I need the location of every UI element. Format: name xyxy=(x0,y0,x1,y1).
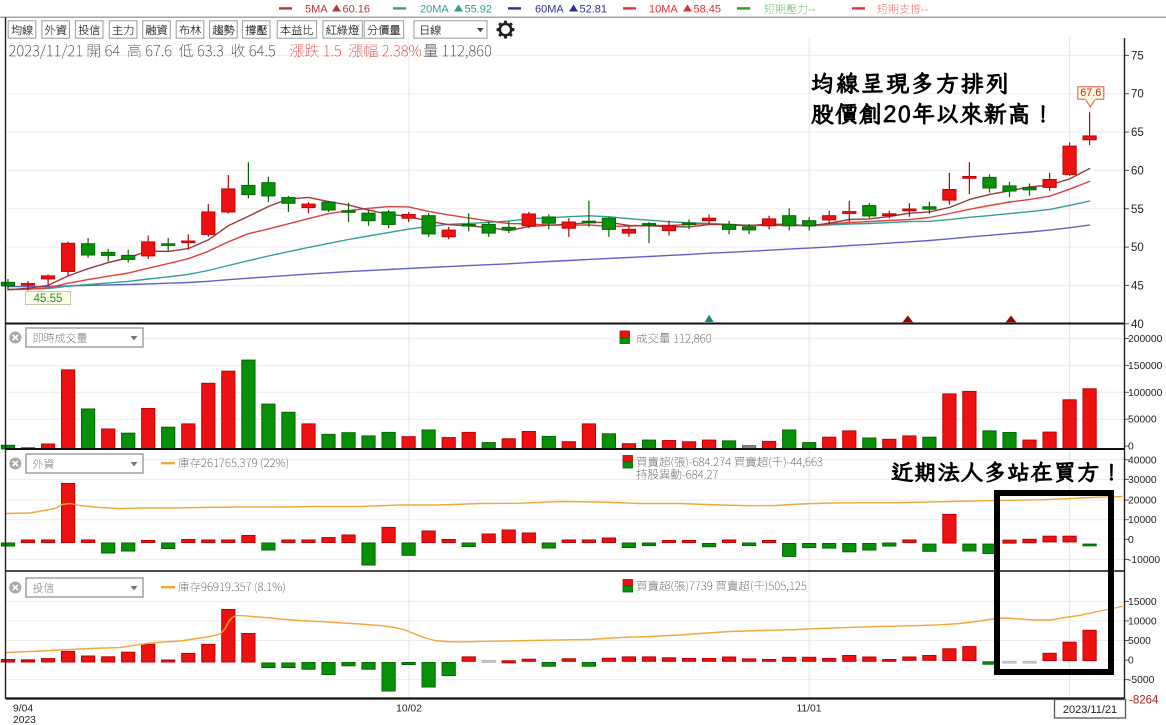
svg-text:60.16: 60.16 xyxy=(343,4,371,16)
svg-text:40000: 40000 xyxy=(1128,455,1157,466)
svg-text:10MA: 10MA xyxy=(649,4,678,16)
svg-text:0: 0 xyxy=(1128,535,1134,546)
svg-text:10000: 10000 xyxy=(1128,515,1157,526)
svg-text:52.81: 52.81 xyxy=(580,4,608,16)
svg-text:75: 75 xyxy=(1131,50,1144,62)
svg-text:11/01: 11/01 xyxy=(796,704,821,715)
svg-text:58.45: 58.45 xyxy=(694,4,722,16)
svg-text:60: 60 xyxy=(1131,165,1144,177)
svg-text:-5000: -5000 xyxy=(1128,675,1155,686)
svg-text:0: 0 xyxy=(1128,656,1134,667)
svg-text:55: 55 xyxy=(1131,204,1144,216)
svg-text:40: 40 xyxy=(1131,319,1144,331)
svg-text:5MA: 5MA xyxy=(305,4,328,16)
svg-text:15000: 15000 xyxy=(1128,597,1157,608)
svg-text:2023: 2023 xyxy=(13,715,36,725)
svg-text:45: 45 xyxy=(1131,280,1144,292)
svg-text:60MA: 60MA xyxy=(535,4,564,16)
svg-text:-8264: -8264 xyxy=(1129,694,1159,706)
svg-text:200000: 200000 xyxy=(1128,334,1163,345)
svg-text:10000: 10000 xyxy=(1128,616,1157,627)
svg-text:50: 50 xyxy=(1131,242,1144,254)
svg-text:9/04: 9/04 xyxy=(13,704,33,715)
svg-text:-10000: -10000 xyxy=(1128,555,1160,566)
svg-text:2023/11/21: 2023/11/21 xyxy=(1063,704,1117,716)
svg-text:0: 0 xyxy=(1128,442,1134,453)
svg-text:65: 65 xyxy=(1131,127,1144,139)
svg-text:70: 70 xyxy=(1131,89,1144,101)
svg-text:10/02: 10/02 xyxy=(396,704,422,715)
svg-text:5000: 5000 xyxy=(1128,636,1151,647)
svg-text:20MA: 20MA xyxy=(420,4,449,16)
svg-text:55.92: 55.92 xyxy=(465,4,493,16)
svg-text:100000: 100000 xyxy=(1128,388,1163,399)
svg-text:67.6: 67.6 xyxy=(1080,87,1101,99)
svg-text:30000: 30000 xyxy=(1128,475,1157,486)
svg-text:45.55: 45.55 xyxy=(34,293,63,305)
svg-text:150000: 150000 xyxy=(1128,361,1163,372)
svg-text:50000: 50000 xyxy=(1128,415,1157,426)
svg-text:20000: 20000 xyxy=(1128,496,1157,507)
